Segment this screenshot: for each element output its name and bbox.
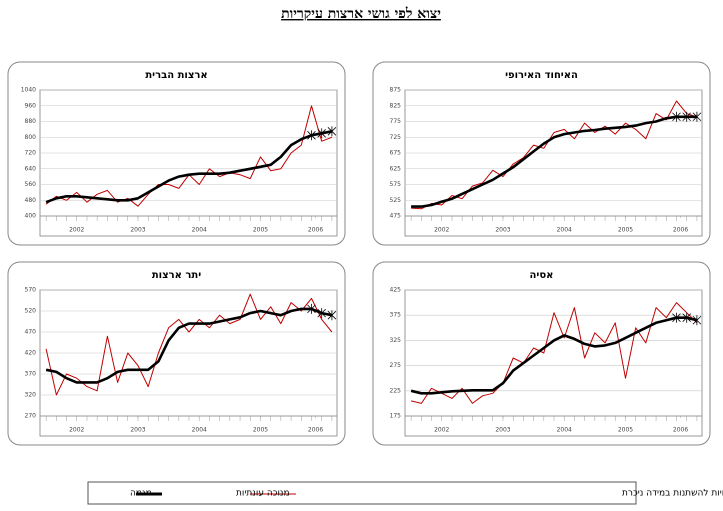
chart-title: יתר ארצות	[152, 270, 201, 281]
adjusted-line	[411, 100, 698, 210]
x-tick-label: 2003	[130, 427, 145, 434]
y-tick-label: 475	[390, 213, 402, 220]
y-tick-label: 775	[390, 118, 402, 125]
y-tick-label: 725	[390, 134, 402, 141]
legend-label: מגמה	[130, 489, 152, 499]
y-tick-label: 225	[390, 387, 402, 394]
y-tick-label: 425	[390, 287, 402, 294]
trend-estimate-marker	[327, 310, 337, 321]
trend-line	[45, 307, 333, 384]
y-tick-label: 400	[25, 213, 37, 220]
x-tick-label: 2003	[130, 227, 145, 234]
y-tick-label: 625	[390, 165, 402, 172]
x-tick-label: 2005	[618, 227, 633, 234]
plot-area	[404, 289, 703, 417]
y-tick-label: 370	[25, 371, 37, 378]
y-tick-label: 675	[390, 150, 402, 157]
chart-title: אסיה	[530, 270, 554, 281]
x-tick-label: 2005	[253, 427, 268, 434]
trend-estimate-marker	[682, 312, 691, 323]
trend-line	[410, 316, 698, 395]
trend-estimate-marker	[672, 312, 681, 323]
trend-estimate-marker	[682, 111, 691, 122]
y-tick-label: 325	[390, 337, 402, 344]
y-tick-label: 880	[25, 118, 37, 125]
y-tick-label: 420	[25, 350, 37, 357]
trend-estimate-marker	[692, 111, 702, 122]
chart-title: האיחוד האירופי	[505, 70, 578, 81]
y-tick-label: 570	[25, 287, 37, 294]
x-tick-label: 2004	[557, 427, 572, 434]
trend-estimate-marker	[672, 111, 681, 122]
x-tick-label: 2005	[618, 427, 633, 434]
y-tick-label: 1040	[21, 87, 36, 94]
y-tick-label: 375	[390, 312, 402, 319]
y-tick-label: 800	[25, 134, 37, 141]
footnote: * שלוש הנקודות האחרונות של המגמה עשויות …	[622, 489, 723, 499]
legend-label: מנוכה עונתיות	[236, 489, 290, 499]
x-tick-label: 2002	[434, 427, 449, 434]
y-tick-label: 520	[25, 308, 37, 315]
trend-estimate-marker	[307, 303, 316, 314]
x-tick-label: 2003	[495, 227, 510, 234]
y-tick-label: 960	[25, 102, 37, 109]
y-tick-label: 575	[390, 181, 402, 188]
y-tick-label: 270	[25, 413, 37, 420]
x-tick-label: 2006	[673, 227, 688, 234]
x-tick-label: 2002	[69, 227, 84, 234]
x-tick-label: 2006	[308, 227, 323, 234]
adjusted-line	[45, 293, 333, 396]
x-axis-band	[39, 215, 338, 237]
x-tick-label: 2004	[192, 227, 207, 234]
trend-line	[45, 130, 333, 204]
x-tick-label: 2004	[192, 427, 207, 434]
y-tick-label: 480	[25, 197, 37, 204]
x-tick-label: 2002	[69, 427, 84, 434]
y-tick-label: 320	[25, 392, 37, 399]
y-tick-label: 470	[25, 329, 37, 336]
y-tick-label: 275	[390, 362, 402, 369]
y-tick-label: 525	[390, 197, 402, 204]
y-tick-label: 720	[25, 150, 37, 157]
trend-line	[411, 115, 697, 208]
x-tick-label: 2006	[308, 427, 323, 434]
trend-estimate-marker	[327, 126, 337, 137]
x-tick-label: 2005	[253, 227, 268, 234]
x-axis-band	[404, 215, 703, 237]
chart-title: ארצות הברית	[145, 70, 207, 81]
y-tick-label: 560	[25, 181, 37, 188]
slide-title: יצוא לפי גושי ארצות עיקריות	[281, 6, 441, 22]
x-tick-label: 2006	[673, 427, 688, 434]
trend-estimate-marker	[317, 128, 326, 139]
trend-estimate-marker	[317, 308, 326, 319]
x-tick-label: 2002	[434, 227, 449, 234]
x-axis-band	[39, 415, 338, 437]
trend-estimate-marker	[307, 130, 316, 141]
y-tick-label: 825	[390, 102, 402, 109]
y-tick-label: 175	[390, 413, 402, 420]
x-axis-band	[404, 415, 703, 437]
x-tick-label: 2004	[557, 227, 572, 234]
trend-estimate-marker	[692, 315, 702, 326]
legend-box	[87, 481, 637, 505]
x-tick-label: 2003	[495, 427, 510, 434]
y-tick-label: 640	[25, 165, 37, 172]
y-tick-label: 875	[390, 87, 402, 94]
